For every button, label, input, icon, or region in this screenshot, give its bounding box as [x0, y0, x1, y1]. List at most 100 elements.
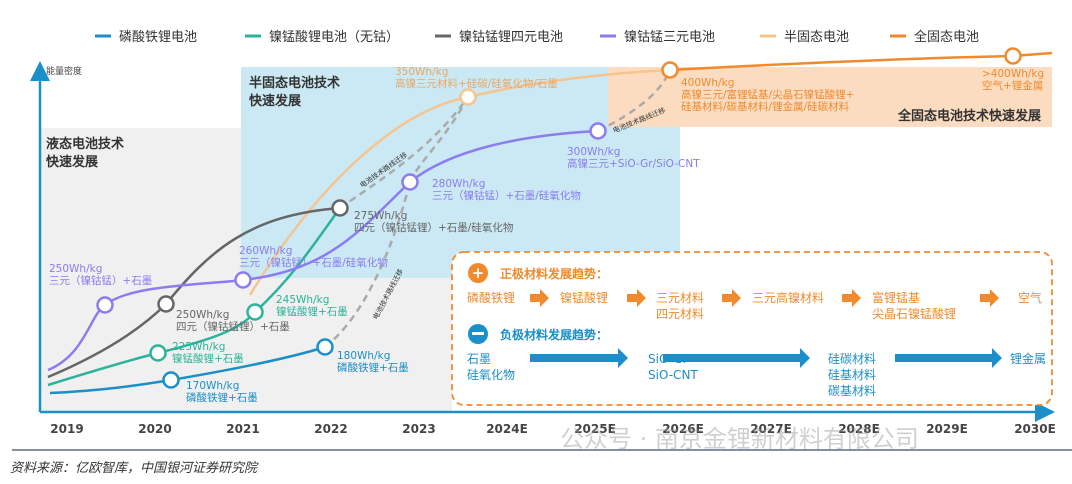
cathode-step: 尖晶石镍锰酸锂	[872, 306, 956, 321]
cathode-trend-title: 正极材料发展趋势：	[500, 266, 608, 281]
lnmo-curve	[47, 207, 342, 387]
legend-item: 镍锰酸锂电池（无钴）	[269, 30, 399, 45]
node-label-solid1: 硅基材料/碳基材料/锂金属/硅碳材料	[681, 100, 850, 113]
year-tick: 2024E	[486, 422, 528, 436]
year-tick: 2030E	[1014, 422, 1056, 436]
legend-item: 全固态电池	[914, 29, 979, 45]
node-label-lfp2: 180Wh/kg	[337, 350, 390, 362]
liquid-label-2: 快速发展	[46, 154, 99, 170]
arrow-right-icon	[980, 289, 999, 307]
year-tick: 2021	[226, 422, 259, 436]
cathode-step: 富锂锰基	[872, 290, 920, 305]
cathode-step: 三元材料	[656, 291, 704, 305]
cathode-step: 四元材料	[656, 307, 704, 321]
node-label-lfp1: 170Wh/kg	[186, 380, 239, 392]
solid-state-curve	[669, 51, 1053, 72]
node-label-lnmo1: 225Wh/kg	[172, 341, 225, 353]
node-label-ncm4: 300Wh/kg	[567, 146, 620, 158]
migration-dash	[324, 181, 412, 348]
year-tick: 2020	[138, 422, 171, 436]
anode-step: 硅基材料	[828, 368, 876, 382]
node-label-lfp2: 磷酸铁锂+石墨	[337, 361, 409, 374]
cathode-step: 空气	[1018, 290, 1042, 305]
cathode-step: 磷酸铁锂	[467, 290, 515, 305]
node-lfp1	[162, 371, 180, 389]
plus-icon	[468, 263, 488, 283]
node-label-semi1: 高镍三元材料+硅碳/硅氧化物/石墨	[395, 77, 558, 90]
node-label-ncm3: 280Wh/kg	[432, 178, 485, 190]
node-lfp2	[316, 338, 334, 356]
year-tick: 2029E	[926, 422, 968, 436]
migration-dash	[339, 96, 470, 210]
year-tick: 2023	[402, 422, 435, 436]
cathode-step: 三元高镍材料	[752, 290, 824, 305]
source-note: 资料来源：亿欧智库，中国银河证券研究院	[10, 461, 258, 476]
legend-item: 半固态电池	[784, 30, 849, 45]
year-tick: 2028E	[838, 422, 880, 436]
anode-trend-title: 负极材料发展趋势：	[500, 327, 608, 342]
migration-dash	[408, 96, 470, 183]
node-label-lfp1: 磷酸铁锂+石墨	[186, 391, 258, 404]
node-lnmo2	[246, 303, 264, 321]
node-label-solid2: 空气+锂金属	[982, 79, 1043, 92]
node-label-quat2: 275Wh/kg	[354, 210, 407, 222]
anode-step: 石墨	[467, 352, 491, 366]
legend-item: 磷酸铁锂电池	[119, 30, 197, 45]
trend-box	[451, 251, 1053, 406]
arrow-right-icon	[663, 348, 810, 368]
node-label-ncm4: 高镍三元+SiO-Gr/SiO-CNT	[567, 157, 700, 170]
node-label-ncm1: 250Wh/kg	[49, 263, 102, 275]
node-label-ncm3: 三元（镍钴锰）+石墨/硅氧化物	[432, 189, 581, 202]
node-solid2	[1004, 47, 1022, 65]
node-label-semi1: 350Wh/kg	[395, 66, 448, 78]
legend-item: 镍钴锰三元电池	[624, 30, 715, 45]
arrow-right-icon	[722, 289, 741, 307]
node-ncm3	[401, 173, 419, 191]
year-tick: 2019	[50, 422, 83, 436]
year-tick: 2026E	[662, 422, 704, 436]
node-label-solid1: 高镍三元/富锂锰基/尖晶石镍锰酸锂+	[681, 88, 854, 101]
anode-step: 锂金属	[1010, 351, 1046, 366]
node-ncm4	[589, 122, 607, 140]
arrow-right-icon	[895, 348, 1002, 368]
year-tick: 2025E	[574, 422, 616, 436]
arrow-right-icon	[530, 348, 628, 368]
node-ncm2	[234, 271, 252, 289]
node-label-lnmo2: 245Wh/kg	[276, 294, 329, 306]
node-label-solid2: >400Wh/kg	[982, 68, 1044, 80]
cathode-step: 镍锰酸锂	[560, 290, 608, 305]
node-label-lnmo2: 镍锰酸锂+石墨	[276, 305, 348, 318]
node-label-lnmo1: 镍锰酸锂+石墨	[172, 352, 244, 365]
node-label-quat2: 四元（镍钴锰锂）+石墨/硅氧化物	[354, 221, 513, 234]
node-ncm1	[96, 296, 114, 314]
solid-label: 全固态电池技术快速发展	[897, 108, 1042, 124]
watermark: 公众号 · 南京金锂新材料有限公司	[560, 425, 919, 453]
semi-label-1: 半固态电池技术	[249, 75, 340, 91]
y-axis-label: 能量密度	[46, 65, 82, 77]
liquid-label-1: 液态电池技术	[46, 136, 124, 152]
semi-label-2: 快速发展	[249, 93, 302, 109]
legend-item: 镍钴锰锂四元电池	[459, 30, 563, 45]
anode-step: 硅碳材料	[828, 352, 876, 366]
arrow-right-icon	[627, 289, 646, 307]
node-quat2	[331, 199, 349, 217]
node-label-ncm2: 三元（镍钴锰）+石墨/硅氧化物	[239, 256, 388, 269]
node-label-ncm1: 三元（镍钴锰）+石墨	[49, 274, 152, 287]
node-lnmo1	[149, 344, 167, 362]
node-label-quat1: 四元（镍钴锰锂）+石墨	[176, 320, 290, 333]
anode-step: SiO-CNT	[648, 368, 698, 382]
anode-step: 碳基材料	[828, 384, 876, 398]
year-tick: 2022	[314, 422, 347, 436]
solid-region	[608, 67, 1052, 127]
arrow-right-icon	[842, 289, 861, 307]
node-quat1	[157, 295, 175, 313]
year-tick: 2027E	[750, 422, 792, 436]
node-semi1	[459, 88, 477, 106]
svg-text:+: +	[472, 264, 485, 282]
node-label-quat1: 250Wh/kg	[176, 309, 229, 321]
node-label-ncm2: 260Wh/kg	[239, 245, 292, 257]
anode-step: 硅氧化物	[467, 368, 515, 382]
node-solid1	[661, 61, 679, 79]
arrow-right-icon	[530, 289, 549, 307]
